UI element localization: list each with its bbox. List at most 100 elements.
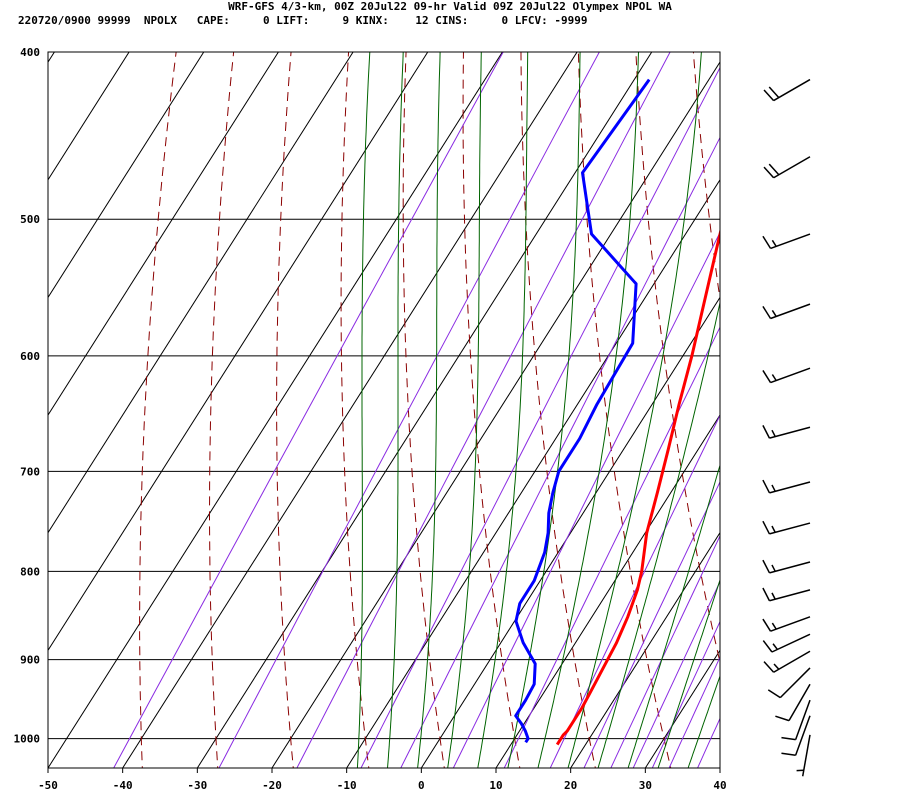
wind-barb-full: [762, 479, 771, 494]
mixing-ratio-line-0: [113, 52, 504, 768]
wind-barb-full: [763, 166, 775, 179]
wind-barb-full: [762, 425, 771, 439]
dry-adiabat-60: [747, 14, 899, 776]
wind-barb-full: [763, 89, 775, 102]
isotherm--30: [196, 52, 653, 768]
moist-adiabat-7: [567, 52, 702, 768]
wind-barb-half: [771, 239, 777, 247]
wind-barb-13: [767, 667, 811, 699]
isotherm--50: [48, 52, 503, 768]
wind-barb-half: [773, 663, 780, 670]
x-tick-label-40: 40: [713, 779, 726, 792]
dry-adiabat-10: [462, 52, 521, 768]
isotherm--20: [271, 61, 720, 768]
wind-barb-half: [771, 374, 777, 381]
dry-adiabat-40: [635, 52, 720, 665]
wind-barb-1: [763, 156, 811, 179]
wind-barb-staff: [773, 156, 811, 179]
y-tick-label-800: 800: [20, 565, 40, 578]
x-tick-label-20: 20: [564, 779, 577, 792]
moist-adiabat-9: [627, 463, 720, 768]
wind-barb-staff: [771, 633, 811, 653]
moist-adiabat-6: [537, 52, 640, 768]
moist-adiabat-11: [687, 674, 720, 768]
temperature-profile: [555, 227, 720, 746]
wind-barb-staff: [769, 561, 811, 574]
wind-barb-full: [762, 559, 771, 574]
wind-barb-3: [762, 303, 811, 320]
isotherm--80: [48, 52, 279, 416]
wind-barb-half: [771, 525, 776, 533]
wind-barb-15: [781, 699, 811, 741]
wind-barb-full: [781, 736, 796, 741]
mixing-ratio-line-9: [610, 534, 720, 768]
wind-barb-12: [763, 650, 811, 673]
mixing-ratio-line-7: [549, 414, 720, 768]
wind-barb-full: [775, 715, 790, 722]
y-tick-label-700: 700: [20, 465, 40, 478]
wind-barb-full: [768, 86, 780, 99]
dry-adiabat--10: [340, 52, 370, 768]
moist-adiabat-0: [356, 52, 371, 768]
moist-adiabat-2: [417, 52, 441, 768]
mixing-ratio-line-4: [400, 136, 720, 768]
dry-adiabat-80: [861, 14, 900, 776]
wind-barb-staff: [779, 667, 811, 699]
wind-barb-half: [772, 643, 778, 650]
dry-adiabat-20: [520, 52, 596, 768]
wind-barb-half: [771, 622, 777, 630]
wind-barb-staff: [773, 650, 811, 673]
dry-adiabat--30: [209, 52, 235, 768]
wind-barb-2: [762, 233, 811, 250]
wind-barb-staff: [769, 426, 811, 439]
wind-barb-17: [796, 734, 811, 777]
moist-adiabat-1: [386, 52, 404, 768]
wind-barb-half: [771, 564, 776, 572]
isotherm--100: [48, 52, 130, 181]
wind-barb-full: [762, 520, 771, 535]
wind-barb-full: [763, 661, 775, 673]
wind-barb-staff: [769, 589, 811, 602]
wind-barb-staff: [769, 481, 811, 494]
dry-adiabat-70: [804, 14, 900, 776]
wind-barb-staff: [794, 699, 811, 740]
wind-barb-staff: [769, 522, 811, 535]
isotherm--70: [48, 52, 354, 534]
isotherm-10: [495, 414, 720, 768]
wind-barb-half: [771, 429, 776, 437]
dry-adiabat-0: [402, 52, 445, 768]
wind-barb-full: [781, 752, 796, 756]
wind-barb-staff: [794, 715, 811, 756]
isotherm-0: [420, 296, 720, 768]
mixing-ratio-line-12: [668, 656, 720, 768]
stability-indices: 220720/0900 99999 NPOLX CAPE: 0 LIFT: 9 …: [18, 14, 588, 27]
wind-barb-full: [762, 587, 771, 602]
wind-barb-14: [775, 683, 811, 722]
x-tick-label--30: -30: [187, 779, 207, 792]
dry-adiabat--20: [276, 52, 294, 768]
mixing-ratio-line-10: [632, 580, 720, 768]
wind-barb-full: [762, 235, 772, 249]
wind-barb-staff: [770, 367, 811, 384]
mixing-ratio-line-3: [360, 66, 720, 768]
wind-barb-0: [763, 78, 811, 102]
wind-barb-staff: [773, 78, 811, 102]
wind-barb-full: [762, 305, 772, 319]
mixing-ratio-line-2: [296, 52, 671, 768]
wind-barb-staff: [770, 303, 811, 320]
moist-adiabat-5: [507, 52, 581, 768]
isotherm--90: [48, 52, 205, 299]
wind-barb-staff: [770, 233, 811, 250]
wind-barb-full: [762, 370, 772, 383]
dry-adiabat--40: [139, 52, 177, 768]
mixing-ratio-line-5: [452, 231, 720, 768]
wind-barb-half: [771, 484, 776, 492]
x-tick-label-10: 10: [489, 779, 502, 792]
isotherm-20: [570, 531, 720, 768]
chart-title: WRF-GFS 4/3-km, 00Z 20Jul22 09-hr Valid …: [228, 0, 672, 13]
wind-barb-16: [781, 715, 811, 756]
x-tick-label-0: 0: [418, 779, 425, 792]
isotherm--10: [346, 178, 720, 768]
x-tick-label-30: 30: [639, 779, 652, 792]
wind-barb-11: [762, 633, 811, 653]
